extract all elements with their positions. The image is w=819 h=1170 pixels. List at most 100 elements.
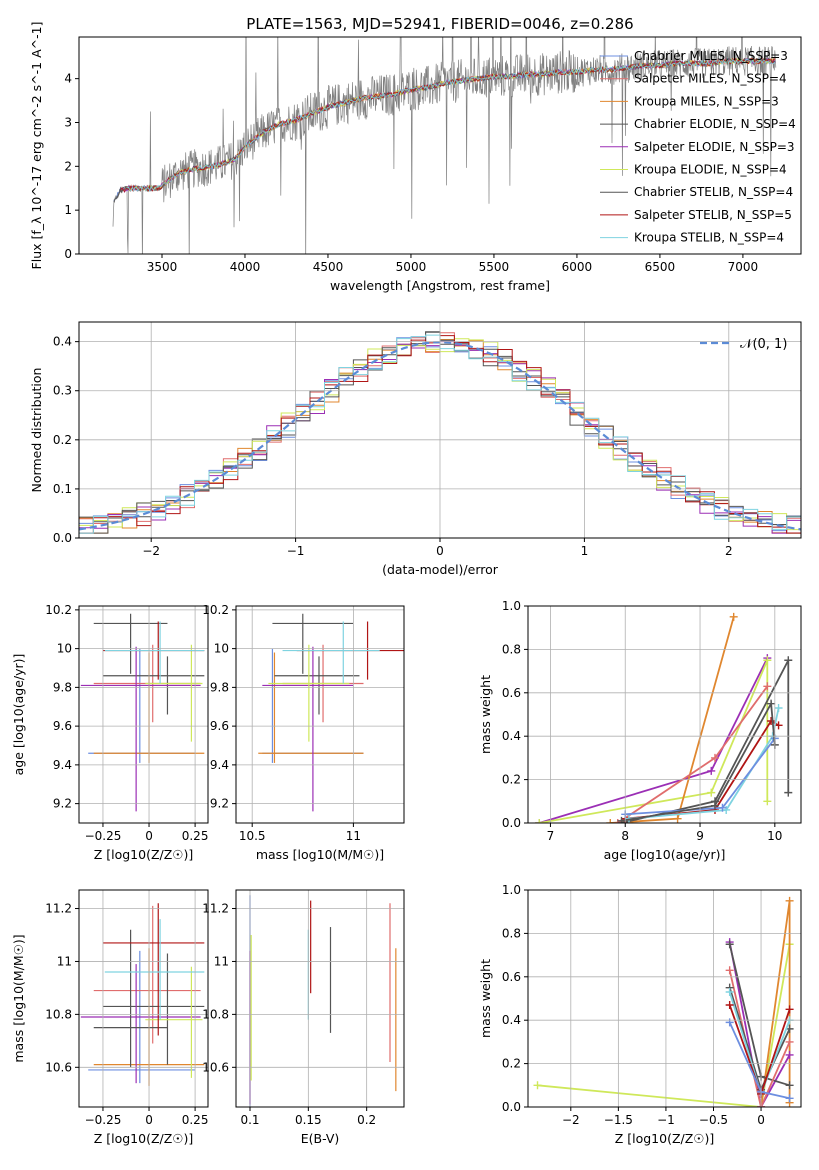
y-tick-label: 0.6	[502, 970, 521, 984]
x-axis-label: Z [log10(Z/Z☉)]	[94, 847, 194, 862]
legend-label: Salpeter STELIB, N_SSP=5	[634, 208, 792, 222]
y-tick-label: 9.6	[210, 719, 229, 733]
axes-frame	[527, 889, 802, 1108]
x-axis-label: age [log10(age/yr)]	[604, 847, 726, 862]
plus-marker	[785, 1037, 794, 1046]
y-tick-label: 4	[64, 72, 72, 86]
panel-age_vs_mass: 10.5 11 9.2 9.4 9.6 9.8 10 10.2 mass [log10(M/M☉…	[202, 603, 405, 862]
plot-area	[533, 896, 794, 1107]
x-tick-label: −1	[287, 544, 305, 558]
y-axis-label: mass weight	[478, 959, 493, 1038]
x-tick-label: 7	[547, 829, 555, 843]
plus-marker	[785, 1005, 794, 1014]
y-tick-label: 0.3	[53, 384, 72, 398]
plus-marker	[785, 896, 794, 905]
plus-marker	[785, 1081, 794, 1090]
x-tick-label: 5000	[396, 260, 427, 274]
mass-weight-line	[537, 944, 791, 1107]
x-tick-label: 10.5	[239, 829, 266, 843]
plus-marker	[784, 656, 793, 665]
y-tick-label: 0.2	[502, 773, 521, 787]
mass-weight-line	[728, 941, 791, 1107]
y-tick-label: 0.2	[502, 1057, 521, 1071]
plus-marker	[763, 656, 772, 665]
observed-spectrum-line	[112, 37, 777, 254]
plus-marker	[725, 987, 734, 996]
x-tick-label: −1.5	[604, 1113, 633, 1127]
y-tick-label: 1	[64, 203, 72, 217]
plot-area	[80, 613, 205, 812]
x-tick-label: 0	[757, 1113, 765, 1127]
legend: Chabrier MILES, N_SSP=3 Salpeter MILES, N…	[600, 49, 796, 245]
legend-label: Chabrier MILES, N_SSP=3	[634, 49, 788, 63]
y-tick-label: 0.6	[502, 686, 521, 700]
plot-area	[535, 612, 793, 823]
plus-marker	[785, 1094, 794, 1103]
legend-label: Kroupa STELIB, N_SSP=4	[634, 231, 784, 245]
legend-label: Chabrier STELIB, N_SSP=4	[634, 185, 793, 199]
y-tick-label: 0.4	[53, 335, 72, 349]
plus-marker	[767, 717, 776, 726]
x-tick-label: 0.1	[240, 1113, 259, 1127]
axes-frame	[78, 605, 209, 824]
x-tick-label: 8	[621, 829, 629, 843]
plus-marker	[767, 699, 776, 708]
plus-marker	[774, 721, 783, 730]
x-tick-label: −0.5	[699, 1113, 728, 1127]
y-axis-label: Normed distribution	[29, 368, 44, 493]
axes-frame	[78, 889, 209, 1108]
axes-frame	[527, 605, 802, 824]
y-tick-label: 1.0	[502, 599, 521, 613]
legend-label: Kroupa MILES, N_SSP=3	[634, 94, 779, 108]
x-tick-label: −0.25	[85, 1113, 122, 1127]
y-tick-label: 10.2	[45, 603, 72, 617]
x-tick-label: 0.15	[295, 1113, 322, 1127]
x-axis-label: E(B-V)	[301, 1131, 340, 1146]
y-tick-label: 2	[64, 159, 72, 173]
y-tick-label: 9.8	[53, 680, 72, 694]
axes-frame	[78, 321, 802, 539]
x-tick-label: 11	[346, 829, 361, 843]
plus-marker	[673, 814, 682, 823]
panel-spectrum: 3500 4000 4500 5000 5500 6000 6500 7000 0 1 2 3 4 wav…	[29, 22, 802, 293]
axes-frame	[78, 36, 802, 255]
x-tick-label: 6500	[645, 260, 676, 274]
mass-weight-line	[617, 685, 769, 823]
panel-mass_vs_EBV: 0.1 0.15 0.2 10.6 10.8 11 11.2 E(B-V)	[202, 889, 405, 1146]
x-tick-label: −2	[142, 544, 160, 558]
x-tick-label: 0	[436, 544, 444, 558]
plot-area	[258, 613, 404, 812]
x-tick-label: −0.25	[85, 829, 122, 843]
y-tick-label: 10	[57, 642, 72, 656]
panel-mw_vs_Z: −2 −1.5 −1 −0.5 0 0.0 0.2 0.4 0.6 0.8 1.0 Z [log10(…	[478, 883, 802, 1146]
axes-frame	[235, 889, 405, 1108]
y-tick-label: 0.8	[502, 642, 521, 656]
x-tick-label: 7000	[728, 260, 759, 274]
legend-label: Salpeter ELODIE, N_SSP=3	[634, 140, 795, 154]
axes-frame	[235, 605, 405, 824]
y-tick-label: 9.8	[210, 680, 229, 694]
y-tick-label: 9.6	[53, 719, 72, 733]
y-tick-label: 0.8	[502, 926, 521, 940]
y-tick-label: 9.4	[53, 758, 72, 772]
plus-marker	[533, 1081, 542, 1090]
y-tick-label: 0.0	[53, 531, 72, 545]
x-tick-label: 1	[581, 544, 589, 558]
panel-residuals: −2 −1 0 1 2 0.0 0.1 0.2 0.3 0.4 (data-model)/error…	[29, 321, 802, 577]
panel-mass_vs_Z: −0.25 0 0.25 10.6 10.8 11 11.2 Z [log10(Z/Z☉)] m…	[11, 889, 209, 1146]
y-tick-label: 11	[214, 954, 229, 968]
y-tick-label: 0.1	[53, 482, 72, 496]
plus-marker	[725, 1018, 734, 1027]
y-tick-label: 3	[64, 115, 72, 129]
plus-marker	[707, 766, 716, 775]
y-tick-label: 10.6	[202, 1060, 229, 1074]
y-tick-label: 11.2	[45, 902, 72, 916]
panel-mw_vs_age: 7 8 9 10 0.0 0.2 0.4 0.6 0.8 1.0 age [log10(age/yr…	[478, 599, 802, 862]
y-axis-label: mass [log10(M/M☉)]	[11, 934, 26, 1062]
y-tick-label: 11	[57, 954, 72, 968]
plus-marker	[617, 816, 626, 823]
legend-label: 𝒩(0, 1)	[740, 337, 787, 352]
mass-weight-line	[621, 700, 776, 822]
plus-marker	[725, 966, 734, 975]
